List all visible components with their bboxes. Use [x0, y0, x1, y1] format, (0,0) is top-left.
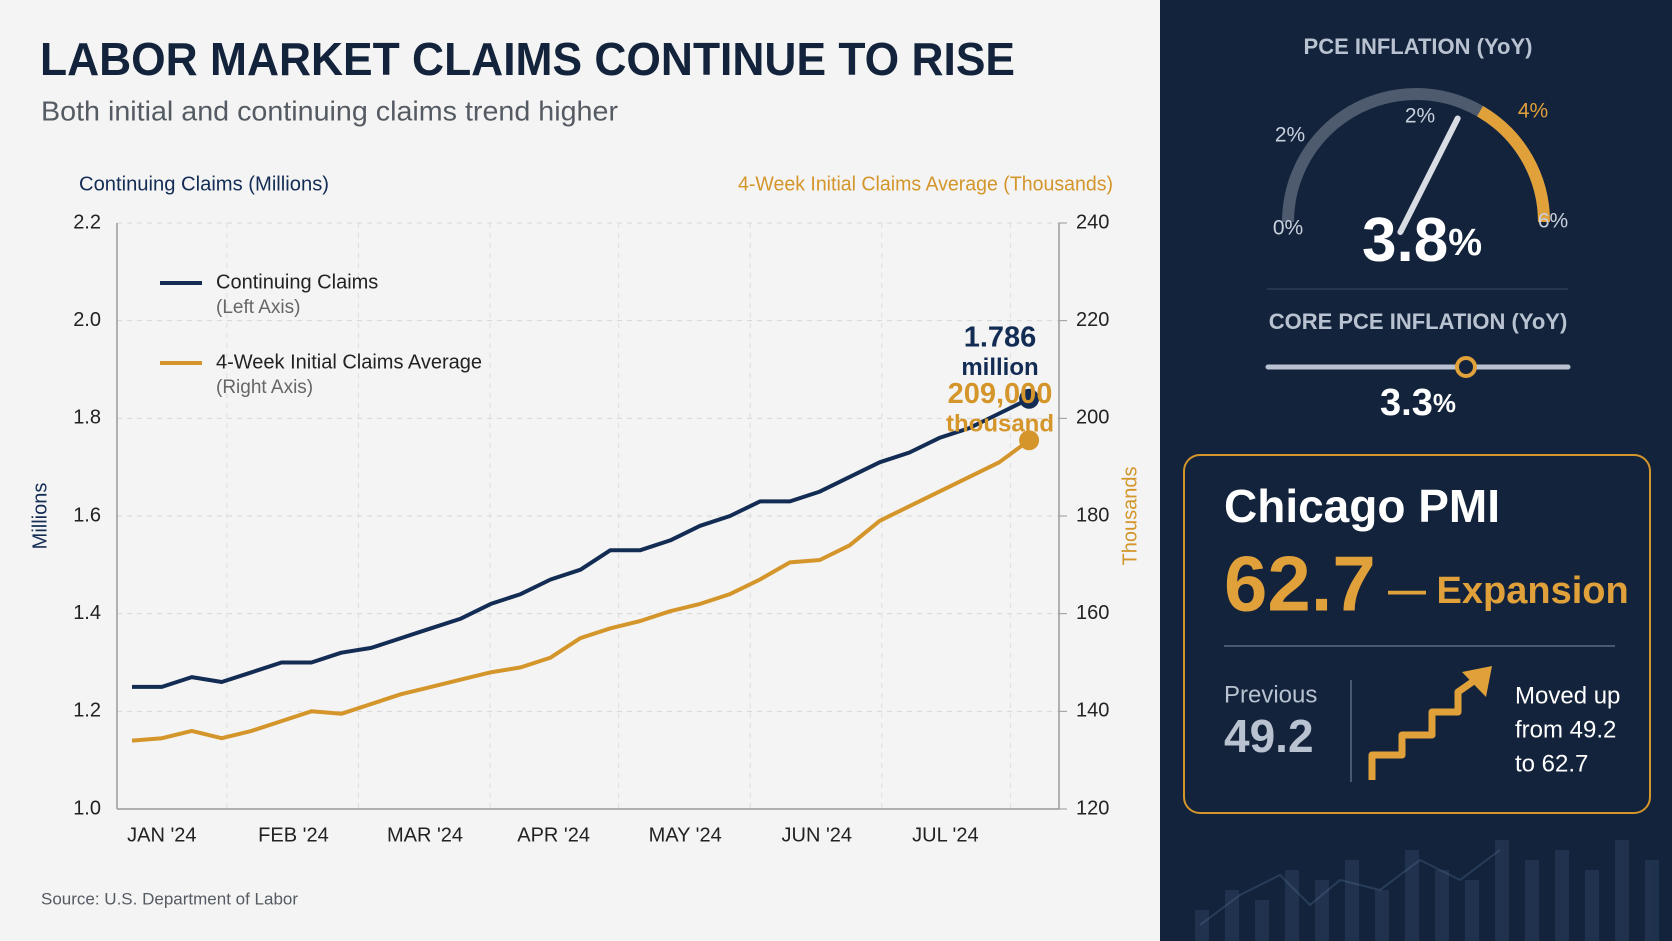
y-label: Millions — [29, 483, 51, 550]
slider-value-unit: % — [1433, 388, 1456, 418]
x-tick-label: JUL '24 — [912, 824, 978, 846]
pmi-title: Chicago PMI — [1224, 480, 1500, 532]
series-line — [132, 397, 1030, 689]
gauge-label: 2% — [1405, 105, 1435, 128]
y2-label: Thousands — [1119, 467, 1141, 566]
gauge-label: 2% — [1275, 124, 1305, 147]
gauge-label: 6% — [1538, 210, 1568, 233]
y2-axis-title: 4-Week Initial Claims Average (Thousands… — [738, 173, 1113, 195]
y-axis-title: Continuing Claims (Millions) — [79, 173, 329, 195]
y2-tick-label: 200 — [1076, 407, 1109, 429]
y2-tick-label: 140 — [1076, 700, 1109, 722]
pmi-note: Moved up — [1515, 682, 1620, 709]
y2-tick-label: 120 — [1076, 797, 1109, 819]
slider-value-number: 3.3 — [1380, 382, 1433, 424]
gauge-label: 4% — [1518, 100, 1548, 123]
legend-note: (Right Axis) — [216, 377, 313, 398]
left-panel — [0, 0, 1160, 941]
gauge-highlight — [1476, 105, 1550, 223]
pmi-note: to 62.7 — [1515, 750, 1588, 777]
series-line — [131, 438, 1031, 743]
y2-tick-label: 180 — [1076, 504, 1109, 526]
decor-bars — [1195, 840, 1659, 941]
up-arrow-head — [1462, 666, 1492, 697]
annotation: thousand — [946, 411, 1054, 438]
pmi-previous-label: Previous — [1224, 681, 1317, 708]
y-tick-label: 1.4 — [73, 602, 101, 624]
pmi-value: 62.7 — [1224, 540, 1376, 628]
chart-title: LABOR MARKET CLAIMS CONTINUE TO RISE — [40, 33, 1015, 85]
gauge-needle — [1397, 115, 1461, 236]
right-panel — [1160, 0, 1672, 941]
legend-label: 4-Week Initial Claims Average — [216, 351, 482, 373]
core-pce-title: CORE PCE INFLATION (YoY) — [1269, 309, 1568, 334]
y-tick-label: 2.0 — [73, 309, 101, 331]
gauge-value: 3.8% — [1362, 206, 1482, 275]
decor-line — [1199, 849, 1501, 926]
source: Source: U.S. Department of Labor — [41, 889, 298, 908]
x-tick-label: JUN '24 — [782, 824, 853, 846]
gauge-value-unit: % — [1448, 222, 1482, 264]
pmi-note: from 49.2 — [1515, 716, 1616, 743]
y2-tick-label: 240 — [1076, 211, 1109, 233]
x-tick-label: APR '24 — [517, 824, 590, 846]
x-tick-label: MAR '24 — [387, 824, 463, 846]
y-tick-label: 1.8 — [73, 407, 101, 429]
pce-title: PCE INFLATION (YoY) — [1304, 34, 1533, 59]
gauge-label: 0% — [1273, 217, 1303, 240]
pmi-status: — Expansion — [1388, 570, 1629, 612]
slider-marker — [1455, 356, 1477, 378]
up-arrow-icon — [1368, 675, 1481, 780]
gauge-value-number: 3.8 — [1362, 206, 1448, 275]
annotation: 1.786 — [964, 321, 1037, 353]
legend-note: (Left Axis) — [216, 297, 300, 318]
legend-label: Continuing Claims — [216, 271, 378, 293]
slider-value: 3.3% — [1380, 382, 1456, 424]
annotation: million — [961, 354, 1038, 381]
y-tick-label: 1.0 — [73, 797, 101, 819]
y-tick-label: 1.6 — [73, 504, 101, 526]
pmi-previous-value: 49.2 — [1224, 710, 1314, 762]
chart-subtitle: Both initial and continuing claims trend… — [41, 95, 618, 126]
x-tick-label: FEB '24 — [258, 824, 329, 846]
x-tick-label: MAY '24 — [649, 824, 722, 846]
end-dot — [1019, 388, 1040, 409]
y2-tick-label: 220 — [1076, 309, 1109, 331]
annotation: 209,000 — [948, 378, 1053, 410]
y-tick-label: 1.2 — [73, 700, 101, 722]
pmi-card — [1183, 454, 1651, 814]
x-tick-label: JAN '24 — [127, 824, 196, 846]
y2-tick-label: 160 — [1076, 602, 1109, 624]
y-tick-label: 2.2 — [73, 211, 101, 233]
end-dot — [1019, 430, 1040, 451]
